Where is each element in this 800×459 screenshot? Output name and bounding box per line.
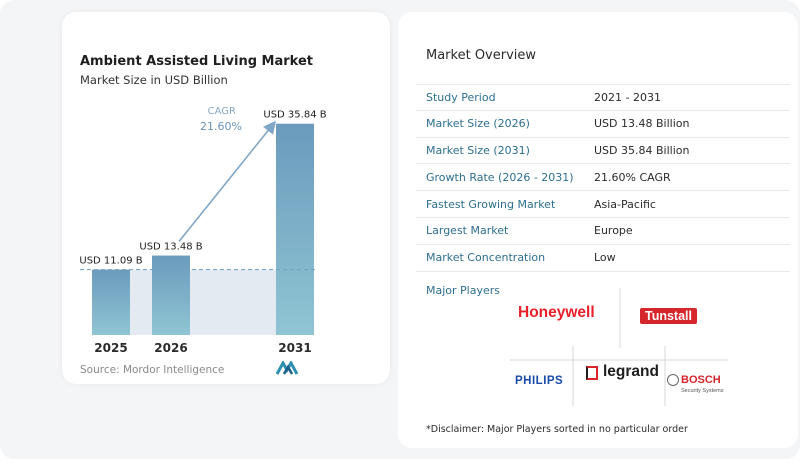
cagr-label: CAGR bbox=[208, 106, 236, 117]
philips-logo: PHILIPS bbox=[515, 375, 564, 387]
bosch-ring-icon bbox=[667, 374, 679, 386]
cagr-value: 21.60% bbox=[200, 120, 242, 133]
bosch-subtitle: Security Systems bbox=[681, 388, 724, 394]
disclaimer: *Disclaimer: Major Players sorted in no … bbox=[426, 424, 688, 435]
x-tick-label: 2026 bbox=[154, 341, 187, 355]
table-row: Fastest Growing Market Asia-Pacific bbox=[416, 191, 790, 218]
data-label: USD 11.09 B bbox=[79, 256, 142, 267]
bar-chart: USD 11.09 B USD 13.48 B USD 35.84 B 2025 202… bbox=[79, 106, 326, 355]
source-label: Source: Mordor Intelligence bbox=[80, 364, 225, 376]
x-tick-label: 2025 bbox=[94, 341, 127, 355]
chart-card: Ambient Assisted Living Market Market Si… bbox=[62, 12, 390, 384]
bar-2025 bbox=[92, 269, 130, 335]
honeywell-logo: Honeywell bbox=[518, 304, 595, 321]
bar-2026 bbox=[152, 255, 190, 335]
overview-table: Study Period 2021 - 2031 Market Size (20… bbox=[416, 84, 790, 272]
row-value: USD 35.84 Billion bbox=[594, 143, 690, 157]
chart-title: Ambient Assisted Living Market bbox=[80, 54, 313, 69]
row-label: Market Concentration bbox=[426, 251, 546, 265]
table-row: Study Period 2021 - 2031 bbox=[416, 84, 790, 111]
row-value: Low bbox=[594, 251, 616, 265]
row-label: Market Size (2031) bbox=[426, 143, 530, 157]
table-row: Growth Rate (2026 - 2031) 21.60% CAGR bbox=[416, 164, 790, 192]
cagr-arrow bbox=[178, 120, 277, 243]
logo-grid-dividers bbox=[510, 288, 728, 406]
row-value: USD 13.48 Billion bbox=[594, 117, 690, 131]
data-label: USD 35.84 B bbox=[263, 110, 326, 121]
tunstall-logo: Tunstall bbox=[640, 308, 697, 324]
row-value: Europe bbox=[594, 224, 633, 238]
table-row: Market Size (2031) USD 35.84 Billion bbox=[416, 138, 790, 165]
row-value: Asia-Pacific bbox=[594, 197, 656, 211]
row-label: Largest Market bbox=[426, 224, 509, 238]
row-label: Growth Rate (2026 - 2031) bbox=[426, 170, 574, 184]
row-label: Market Size (2026) bbox=[426, 117, 530, 131]
row-label: Fastest Growing Market bbox=[426, 197, 556, 211]
overview-title: Market Overview bbox=[426, 48, 537, 63]
bosch-logo: BOSCH bbox=[681, 374, 721, 386]
legrand-mark-icon bbox=[586, 366, 598, 380]
table-row: Market Concentration Low bbox=[416, 245, 790, 272]
table-row: Largest Market Europe bbox=[416, 218, 790, 245]
major-players-title: Major Players bbox=[426, 284, 500, 297]
legrand-logo: legrand bbox=[603, 363, 659, 380]
x-tick-label: 2031 bbox=[278, 341, 311, 355]
bar-2031 bbox=[276, 123, 314, 335]
row-value: 21.60% CAGR bbox=[594, 170, 671, 184]
data-label: USD 13.48 B bbox=[139, 242, 202, 253]
market-overview-panel: Market Overview Study Period 2021 - 2031… bbox=[398, 12, 798, 448]
table-row: Market Size (2026) USD 13.48 Billion bbox=[416, 111, 790, 138]
row-label: Study Period bbox=[426, 90, 496, 104]
chart-subtitle: Market Size in USD Billion bbox=[80, 73, 228, 87]
mordor-logo-icon bbox=[276, 361, 299, 375]
row-value: 2021 - 2031 bbox=[594, 90, 661, 104]
